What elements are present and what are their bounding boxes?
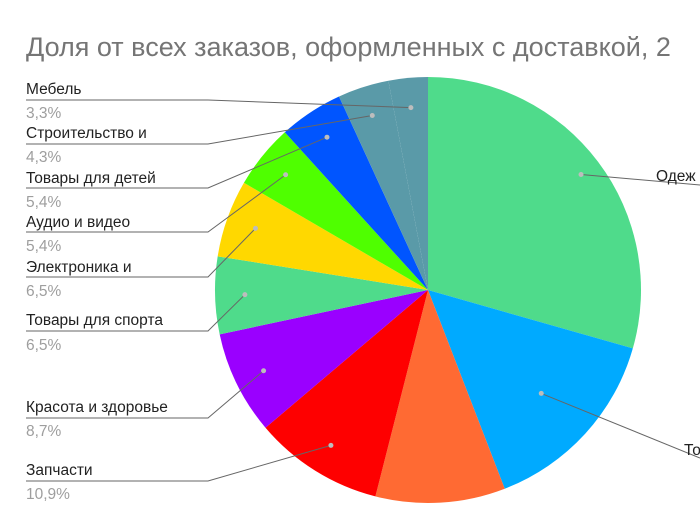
leader-line-5-dot xyxy=(261,368,267,374)
slice-label-2: То xyxy=(684,442,700,459)
slice-label-7: Электроника и xyxy=(26,259,132,276)
pie-slice-3 xyxy=(375,290,505,503)
slice-label-5: Красота и здоровье xyxy=(26,399,168,416)
pie-slices xyxy=(215,77,642,503)
leader-line-6 xyxy=(26,294,246,332)
pie-slice-9 xyxy=(284,96,428,290)
leader-line-2-dot xyxy=(538,390,544,396)
leader-line-11 xyxy=(26,99,411,109)
leader-line-4-dot xyxy=(328,442,334,448)
pie-slice-8 xyxy=(243,132,428,290)
slice-value-8: 5,4% xyxy=(26,238,62,255)
pie-slice-10 xyxy=(339,80,428,290)
leader-line-5 xyxy=(26,370,264,419)
leader-line-8-dot xyxy=(283,172,289,178)
pie-slice-11 xyxy=(388,77,428,290)
pie-slice-1 xyxy=(428,77,642,349)
leader-line-2 xyxy=(541,392,700,459)
leader-line-7 xyxy=(26,228,256,278)
leader-line-1-dot xyxy=(578,172,584,178)
leader-line-4 xyxy=(26,444,332,482)
slice-value-11: 3,3% xyxy=(26,105,62,122)
leader-line-8 xyxy=(26,174,286,233)
leader-lines xyxy=(26,99,700,482)
slice-value-6: 6,5% xyxy=(26,337,62,354)
leader-line-11-dot xyxy=(408,105,414,111)
slice-label-1: Одеж xyxy=(656,168,696,185)
pie-slice-7 xyxy=(217,182,428,290)
slice-value-9: 5,4% xyxy=(26,194,62,211)
slice-label-10: Строительство и xyxy=(26,125,147,142)
slice-labels: Мебель 3,3% Строительство и 4,3% Товары для … xyxy=(26,81,700,503)
leader-line-10 xyxy=(26,115,373,145)
slice-label-6: Товары для спорта xyxy=(26,312,163,329)
slice-label-11: Мебель xyxy=(26,81,81,98)
slice-value-4: 10,9% xyxy=(26,486,70,503)
slice-label-8: Аудио и видео xyxy=(26,214,130,231)
leader-line-6-dot xyxy=(242,292,248,298)
pie-slice-5 xyxy=(219,290,428,428)
slice-value-10: 4,3% xyxy=(26,149,62,166)
pie-slice-6 xyxy=(215,256,428,335)
slice-label-4: Запчасти xyxy=(26,462,93,479)
leader-line-7-dot xyxy=(252,225,258,231)
leader-line-9-dot xyxy=(324,134,330,140)
slice-value-7: 6,5% xyxy=(26,283,62,300)
leader-line-9 xyxy=(26,136,328,189)
slice-value-5: 8,7% xyxy=(26,423,62,440)
chart-title: Доля от всех заказов, оформленных с дост… xyxy=(26,32,671,62)
leader-line-10-dot xyxy=(369,112,375,118)
leader-line-1 xyxy=(580,174,700,186)
pie-slice-4 xyxy=(265,290,428,497)
pie-slice-2 xyxy=(428,290,633,489)
slice-label-9: Товары для детей xyxy=(26,170,156,187)
